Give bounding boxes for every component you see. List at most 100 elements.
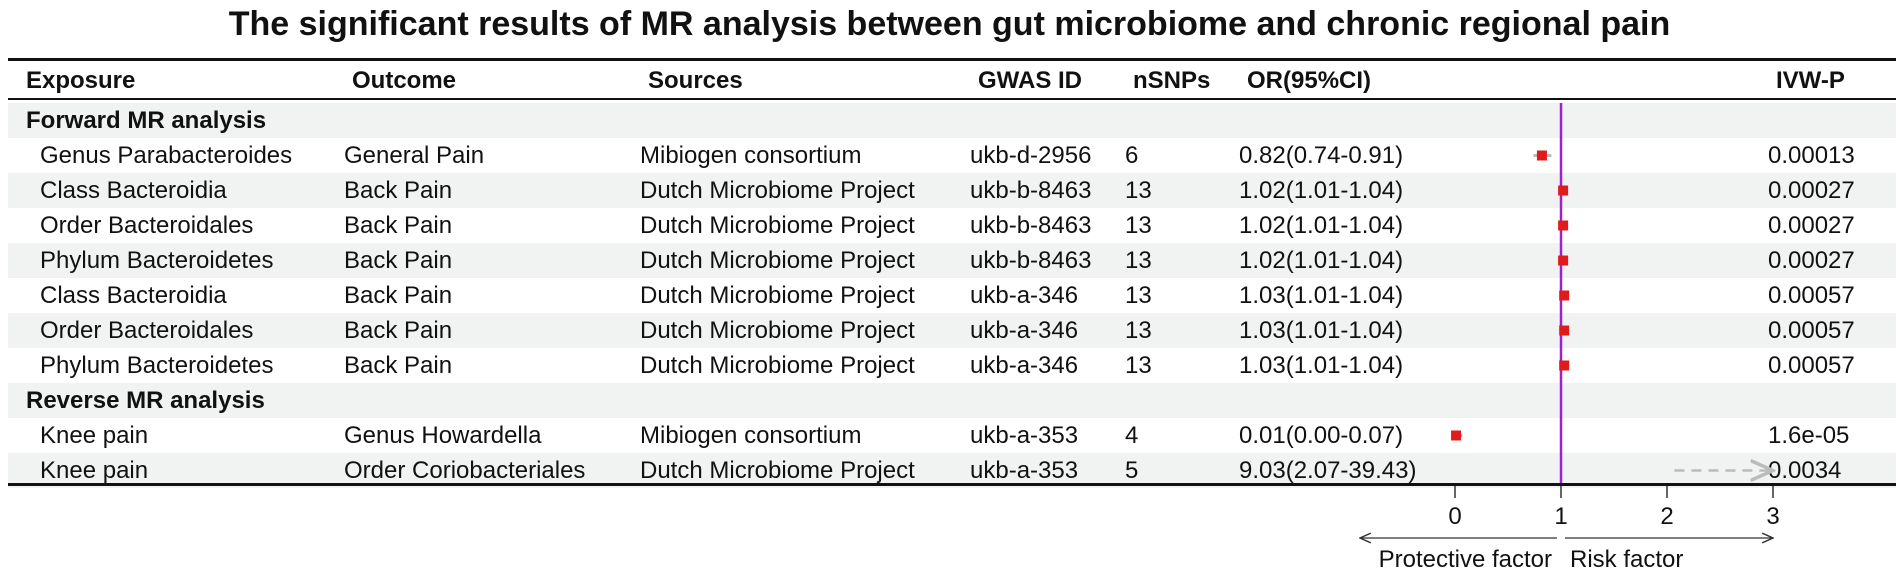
exposure-cell: Phylum Bacteroidetes xyxy=(40,247,274,274)
or-ci-cell: 9.03(2.07-39.43) xyxy=(1239,457,1417,484)
sources-cell: Dutch Microbiome Project xyxy=(640,282,915,309)
nsnps-cell: 13 xyxy=(1125,247,1152,274)
gwas-id-cell: ukb-a-346 xyxy=(970,317,1079,344)
x-tick-label: 1 xyxy=(1554,503,1567,530)
or-ci-cell: 1.02(1.01-1.04) xyxy=(1239,177,1404,204)
section-label: Reverse MR analysis xyxy=(26,387,265,414)
gwas-id-cell: ukb-a-353 xyxy=(970,422,1079,449)
or-point xyxy=(1558,220,1569,231)
sources-cell: Mibiogen consortium xyxy=(640,422,862,449)
gwas-id-cell: ukb-a-346 xyxy=(970,352,1079,379)
table-bottom-rule xyxy=(8,483,1896,486)
table-row: Knee pain Order Coriobacteriales Dutch Mic… xyxy=(8,453,1896,488)
table-row: Order Bacteroidales Back Pain Dutch Microb… xyxy=(8,313,1896,348)
or-point xyxy=(1451,430,1462,441)
ivw-p-cell: 0.00057 xyxy=(1768,317,1855,344)
or-point xyxy=(1558,255,1569,266)
gwas-id-cell: ukb-b-8463 xyxy=(970,177,1092,204)
table-row: Genus Parabacteroides General Pain Mibioge… xyxy=(8,138,1896,173)
header-or-ci: OR(95%CI) xyxy=(1247,67,1372,94)
risk-factor-label: Risk factor xyxy=(1570,546,1683,573)
figure-title: The significant results of MR analysis b… xyxy=(228,5,1671,43)
exposure-cell: Genus Parabacteroides xyxy=(40,142,293,169)
or-point xyxy=(1559,325,1570,336)
nsnps-cell: 6 xyxy=(1125,142,1139,169)
exposure-cell: Class Bacteroidia xyxy=(40,177,227,204)
ivw-p-cell: 0.00027 xyxy=(1768,247,1855,274)
or-ci-cell: 1.02(1.01-1.04) xyxy=(1239,212,1404,239)
section-row: Forward MR analysis xyxy=(8,103,1896,138)
nsnps-cell: 13 xyxy=(1125,212,1152,239)
sources-cell: Dutch Microbiome Project xyxy=(640,352,915,379)
ivw-p-cell: 0.00027 xyxy=(1768,177,1855,204)
or-point xyxy=(1559,290,1570,301)
outcome-cell: Back Pain xyxy=(344,212,453,239)
or-ci-cell: 1.03(1.01-1.04) xyxy=(1239,352,1404,379)
section-label: Forward MR analysis xyxy=(26,107,267,134)
outcome-cell: Back Pain xyxy=(344,177,453,204)
ivw-p-cell: 0.0034 xyxy=(1768,457,1842,484)
header-ivw-p: IVW-P xyxy=(1776,67,1845,94)
nsnps-cell: 13 xyxy=(1125,317,1152,344)
outcome-cell: Back Pain xyxy=(344,247,453,274)
x-tick-label: 3 xyxy=(1766,503,1779,530)
x-tick-label: 0 xyxy=(1448,503,1461,530)
nsnps-cell: 4 xyxy=(1125,422,1139,449)
sources-cell: Dutch Microbiome Project xyxy=(640,177,915,204)
gwas-id-cell: ukb-a-353 xyxy=(970,457,1079,484)
gwas-id-cell: ukb-a-346 xyxy=(970,282,1079,309)
or-point xyxy=(1536,150,1547,161)
or-point xyxy=(1559,360,1570,371)
table-row: Class Bacteroidia Back Pain Dutch Microbio… xyxy=(8,173,1896,208)
outcome-cell: Back Pain xyxy=(344,282,453,309)
table-row: Class Bacteroidia Back Pain Dutch Microbio… xyxy=(8,278,1896,313)
sources-cell: Dutch Microbiome Project xyxy=(640,247,915,274)
nsnps-cell: 13 xyxy=(1125,352,1152,379)
header-sources: Sources xyxy=(648,67,743,94)
header-nsnps: nSNPs xyxy=(1133,67,1211,94)
ivw-p-cell: 0.00013 xyxy=(1768,142,1855,169)
ivw-p-cell: 1.6e-05 xyxy=(1768,422,1850,449)
table-row: Order Bacteroidales Back Pain Dutch Microb… xyxy=(8,208,1896,243)
exposure-cell: Phylum Bacteroidetes xyxy=(40,352,274,379)
outcome-cell: General Pain xyxy=(344,142,485,169)
gwas-id-cell: ukb-d-2956 xyxy=(970,142,1092,169)
header-gwas-id: GWAS ID xyxy=(978,67,1083,94)
outcome-cell: Order Coriobacteriales xyxy=(344,457,586,484)
sources-cell: Dutch Microbiome Project xyxy=(640,317,915,344)
table-row: Phylum Bacteroidetes Back Pain Dutch Micro… xyxy=(8,348,1896,383)
exposure-cell: Order Bacteroidales xyxy=(40,212,254,239)
outcome-cell: Back Pain xyxy=(344,317,453,344)
ivw-p-cell: 0.00057 xyxy=(1768,352,1855,379)
or-ci-cell: 1.03(1.01-1.04) xyxy=(1239,282,1404,309)
header-outcome: Outcome xyxy=(352,67,457,94)
x-tick-label: 2 xyxy=(1660,503,1673,530)
protective-factor-label: Protective factor xyxy=(1379,546,1552,573)
sources-cell: Mibiogen consortium xyxy=(640,142,862,169)
header-exposure: Exposure xyxy=(26,67,136,94)
outcome-cell: Back Pain xyxy=(344,352,453,379)
ivw-p-cell: 0.00027 xyxy=(1768,212,1855,239)
header-rule xyxy=(8,98,1896,100)
exposure-cell: Knee pain xyxy=(40,457,149,484)
gwas-id-cell: ukb-b-8463 xyxy=(970,247,1092,274)
sources-cell: Dutch Microbiome Project xyxy=(640,212,915,239)
nsnps-cell: 13 xyxy=(1125,177,1152,204)
exposure-cell: Class Bacteroidia xyxy=(40,282,227,309)
sources-cell: Dutch Microbiome Project xyxy=(640,457,915,484)
or-ci-cell: 1.03(1.01-1.04) xyxy=(1239,317,1404,344)
table-row: Knee pain Genus Howardella Mibiogen consor… xyxy=(8,418,1896,453)
nsnps-cell: 5 xyxy=(1125,457,1139,484)
outcome-cell: Genus Howardella xyxy=(344,422,542,449)
gwas-id-cell: ukb-b-8463 xyxy=(970,212,1092,239)
exposure-cell: Order Bacteroidales xyxy=(40,317,254,344)
or-ci-cell: 0.82(0.74-0.91) xyxy=(1239,142,1404,169)
ivw-p-cell: 0.00057 xyxy=(1768,282,1855,309)
section-row: Reverse MR analysis xyxy=(8,383,1896,418)
exposure-cell: Knee pain xyxy=(40,422,149,449)
table-row: Phylum Bacteroidetes Back Pain Dutch Micro… xyxy=(8,243,1896,278)
nsnps-cell: 13 xyxy=(1125,282,1152,309)
or-ci-cell: 1.02(1.01-1.04) xyxy=(1239,247,1404,274)
